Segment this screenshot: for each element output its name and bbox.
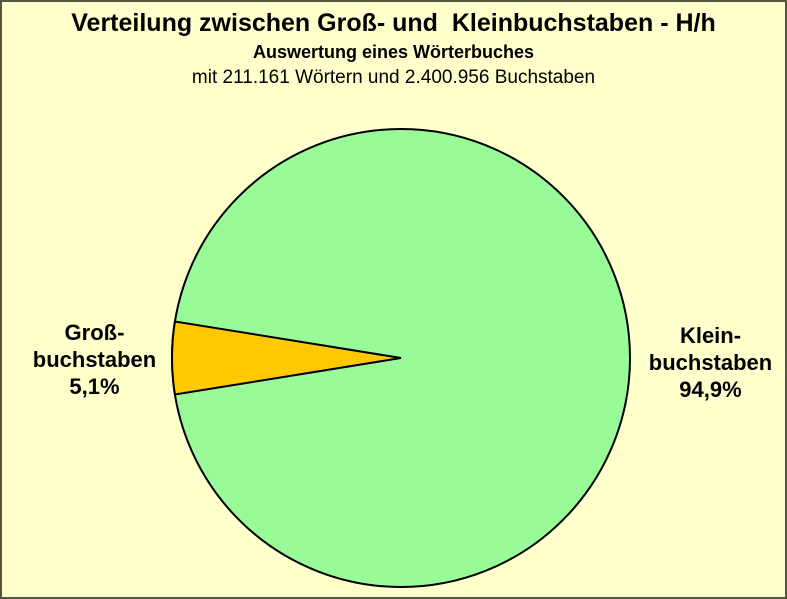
- pie-slice-grossbuchstaben: [170, 320, 402, 396]
- grossbuchstaben-callout-label: Groß- buchstaben 5,1%: [32, 320, 157, 399]
- chart-description: mit 211.161 Wörtern und 2.400.956 Buchst…: [191, 67, 596, 88]
- kleinbuchstaben-callout-label: Klein- buchstaben 94,9%: [648, 323, 773, 402]
- chart-title: Verteilung zwischen Groß- und Kleinbuchs…: [71, 9, 716, 37]
- chart-subtitle: Auswertung eines Wörterbuches: [252, 42, 535, 62]
